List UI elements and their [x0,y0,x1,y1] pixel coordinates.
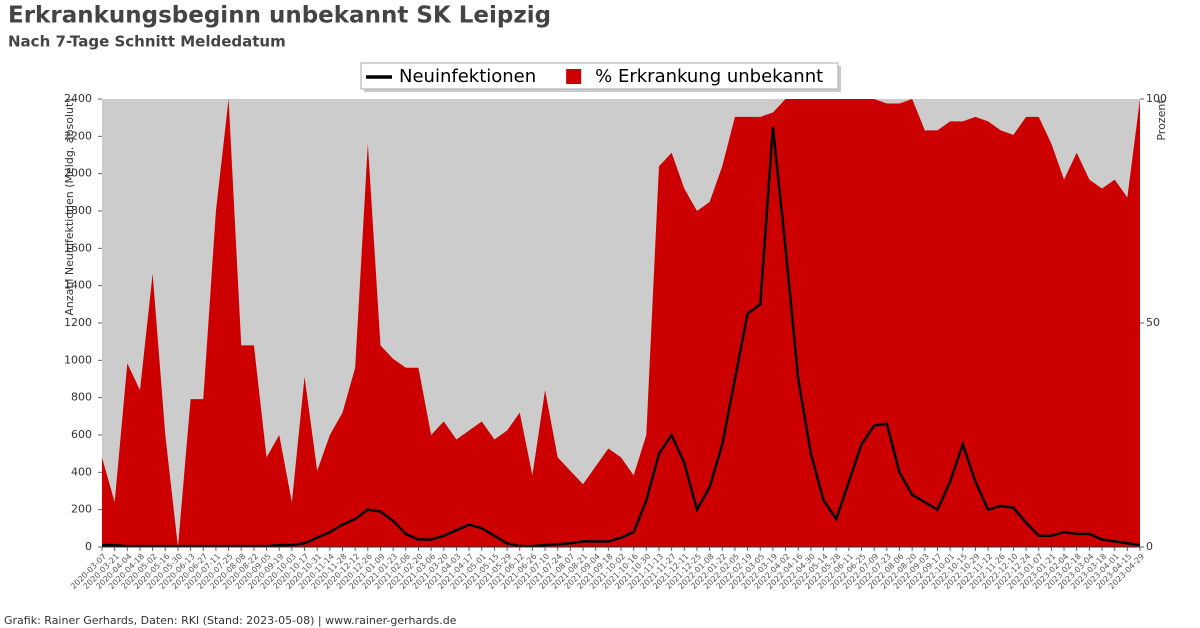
y-tick-label: 400 [71,465,92,478]
y2-tick-label: 0 [1146,540,1153,553]
y2-axis-label: Prozent [1155,99,1168,141]
chart-title: Erkrankungsbeginn unbekannt SK Leipzig [8,3,551,29]
y2-tick-label: 100 [1146,92,1167,105]
y-tick-label: 1600 [64,241,92,254]
y-tick-label: 2400 [64,92,92,105]
chart-subtitle: Nach 7-Tage Schnitt Meldedatum [8,33,286,51]
y-tick-label: 2000 [64,167,92,180]
legend-box [360,62,839,90]
legend-label: Neuinfektionen [399,66,536,87]
footer: Grafik: Rainer Gerhards, Daten: RKI (Sta… [4,614,457,627]
y-tick-label: 800 [71,391,92,404]
line [102,126,1141,548]
y-tick-label: 600 [71,428,92,441]
y-tick-label: 1400 [64,279,92,292]
legend-label: % Erkrankung unbekannt [595,66,823,87]
legend: Neuinfektionen % Erkrankung unbekannt [360,62,841,92]
y-tick-label: 1200 [64,316,92,329]
y-tick-label: 0 [85,540,92,553]
y2-tick-label: 50 [1146,316,1160,329]
y-tick-label: 1800 [64,204,92,217]
y-tick-label: 200 [71,503,92,516]
y-axis-label: Anzahl Neuinfektionen (Meldg. absolut) [63,98,76,315]
area [102,99,1140,547]
y-tick-label: 2200 [64,129,92,142]
y-tick-label: 1000 [64,353,92,366]
legend-swatch [566,69,582,84]
